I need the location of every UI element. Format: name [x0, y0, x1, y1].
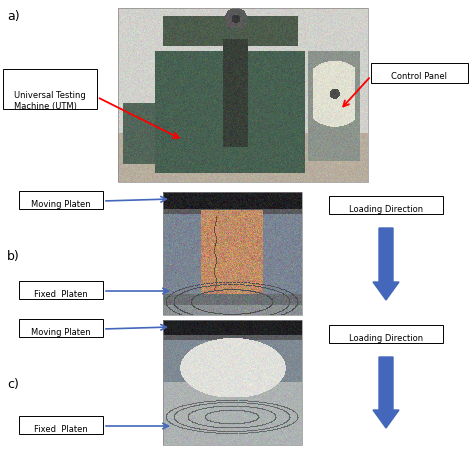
Text: Control Panel: Control Panel [391, 72, 447, 81]
Bar [163, 320, 302, 445]
FancyBboxPatch shape [19, 191, 103, 209]
FancyBboxPatch shape [329, 196, 443, 214]
Text: Fixed  Platen: Fixed Platen [34, 425, 88, 434]
FancyBboxPatch shape [329, 325, 443, 343]
FancyBboxPatch shape [19, 319, 103, 337]
FancyBboxPatch shape [371, 63, 468, 83]
Text: Moving Platen: Moving Platen [31, 328, 91, 337]
Text: a): a) [7, 10, 19, 23]
Text: Loading Direction: Loading Direction [349, 205, 423, 214]
Text: b): b) [7, 250, 20, 263]
FancyBboxPatch shape [19, 281, 103, 299]
FancyArrow shape [373, 228, 399, 300]
FancyBboxPatch shape [19, 416, 103, 434]
Text: Fixed  Platen: Fixed Platen [34, 290, 88, 299]
FancyBboxPatch shape [3, 69, 97, 109]
Text: c): c) [7, 378, 19, 391]
Bar [163, 192, 302, 315]
Text: Moving Platen: Moving Platen [31, 200, 91, 209]
Bar [118, 8, 368, 182]
FancyArrow shape [373, 357, 399, 428]
Text: Loading Direction: Loading Direction [349, 334, 423, 343]
Text: Universal Testing
Machine (UTM): Universal Testing Machine (UTM) [14, 91, 86, 111]
